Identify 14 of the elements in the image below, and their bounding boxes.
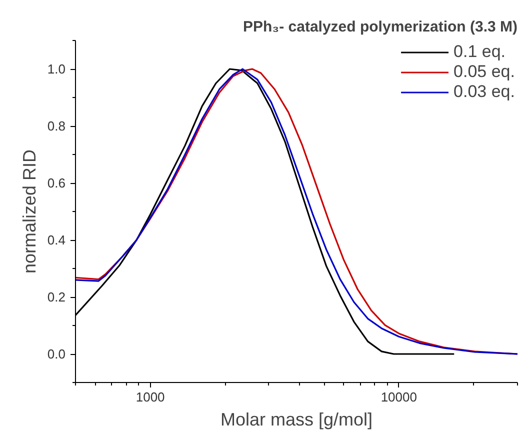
legend-label: 0.05 eq. [454,62,515,82]
y-axis-title: normalized RID [19,149,40,274]
y-tick-label: 0.8 [47,118,66,134]
y-tick-label: 0.4 [47,232,66,248]
y-tick-label: 0.0 [47,346,66,362]
y-tick-label: 0.2 [47,290,66,304]
x-tick-label: 10000 [380,390,417,404]
y-tick-label: 0.6 [47,176,66,190]
legend-label: 0.03 eq. [454,82,515,102]
chart-title: PPh₃- catalyzed polymerization (3.3 M) [243,18,518,36]
x-tick-label: 1000 [136,390,165,404]
legend-label: 0.1 eq. [454,42,506,62]
x-axis-title: Molar mass [g/mol] [220,410,373,430]
y-tick-label: 1.0 [47,62,66,76]
